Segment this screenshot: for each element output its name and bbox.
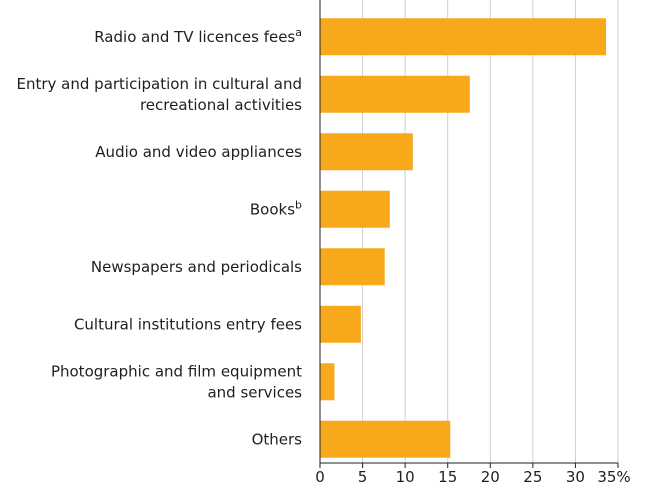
x-tick-label: 5 <box>358 468 368 486</box>
footnote-marker: a <box>295 25 302 38</box>
bar <box>320 248 385 286</box>
category-label: Booksb <box>250 198 302 219</box>
bar <box>320 305 361 343</box>
category-labels: Radio and TV licences feesa Entry and par… <box>17 25 303 448</box>
bar <box>320 420 451 458</box>
category-label: Entry and participation in cultural and <box>17 75 303 93</box>
x-axis: 0 5 10 15 20 25 30 35% <box>315 0 631 486</box>
bar <box>320 133 413 171</box>
x-tick-label: 0 <box>315 468 325 486</box>
x-tick-label: 15 <box>438 468 457 486</box>
x-tick-label: 30 <box>566 468 585 486</box>
x-tick-label: 10 <box>396 468 415 486</box>
bars <box>320 18 607 458</box>
category-label: Photographic and film equipment <box>51 362 302 380</box>
x-tick-label: 20 <box>481 468 500 486</box>
category-label: and services <box>207 383 302 401</box>
bar <box>320 75 470 113</box>
footnote-marker: b <box>295 198 302 211</box>
x-tick-label: 35% <box>597 468 630 486</box>
category-label: Cultural institutions entry fees <box>74 315 302 333</box>
x-tick-label: 25 <box>523 468 542 486</box>
category-label: Audio and video appliances <box>95 143 302 161</box>
category-label: Radio and TV licences feesa <box>94 25 302 46</box>
category-label: Newspapers and periodicals <box>91 258 302 276</box>
category-label: Others <box>252 430 303 448</box>
bar <box>320 190 390 228</box>
bar <box>320 18 607 56</box>
bar <box>320 363 335 401</box>
category-label: recreational activities <box>140 96 302 114</box>
gridlines <box>362 0 619 463</box>
